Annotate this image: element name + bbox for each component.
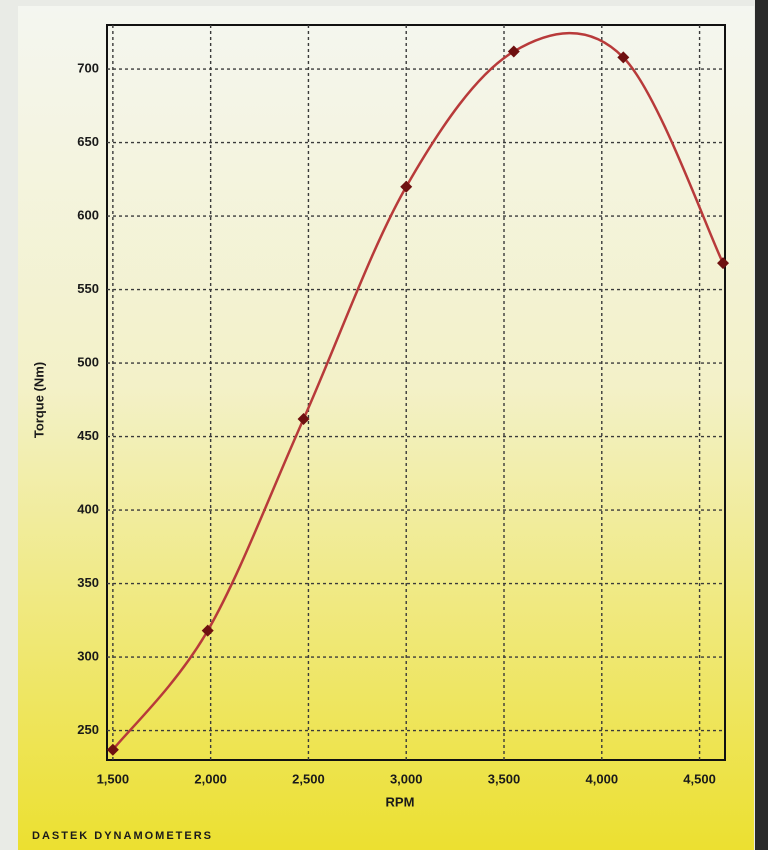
data-point [617, 51, 630, 64]
x-tick-label: 4,000 [586, 771, 619, 786]
y-tick-label: 650 [77, 134, 99, 149]
chart-panel [18, 6, 754, 850]
y-tick-label: 500 [77, 355, 99, 370]
x-tick-label: 3,000 [390, 771, 423, 786]
y-tick-label: 300 [77, 649, 99, 664]
x-tick-label: 2,500 [292, 771, 325, 786]
data-point [507, 45, 520, 58]
x-tick-label: 4,500 [683, 771, 716, 786]
x-tick-label: 2,000 [194, 771, 227, 786]
y-tick-label: 250 [77, 722, 99, 737]
y-tick-label: 600 [77, 208, 99, 223]
y-tick-label: 400 [77, 502, 99, 517]
torque-line [111, 31, 725, 751]
plot-area [106, 24, 726, 761]
y-tick-label: 350 [77, 575, 99, 590]
y-tick-label: 700 [77, 61, 99, 76]
data-point [297, 412, 310, 425]
y-tick-label: 450 [77, 428, 99, 443]
screen-edge [755, 0, 768, 850]
data-point [106, 743, 119, 756]
data-point [201, 624, 214, 637]
x-tick-label: 3,500 [488, 771, 521, 786]
y-tick-label: 550 [77, 281, 99, 296]
y-axis-label: Torque (Nm) [31, 362, 46, 438]
data-point [717, 257, 730, 270]
x-tick-label: 1,500 [97, 771, 130, 786]
data-point [400, 180, 413, 193]
x-axis-label: RPM [386, 794, 415, 809]
footer: DASTEK DYNAMOMETERS [32, 830, 213, 842]
